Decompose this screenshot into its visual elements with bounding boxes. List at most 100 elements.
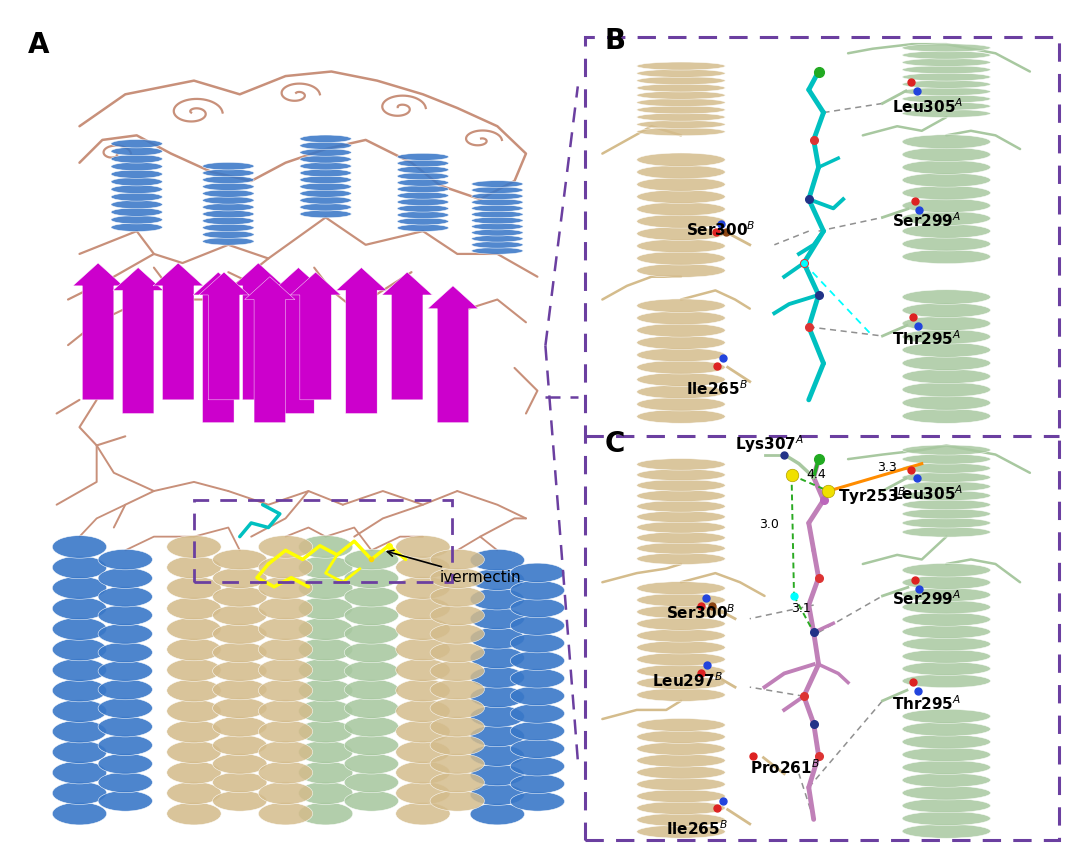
Text: Leu305$^A$: Leu305$^A$ [892, 97, 963, 116]
Ellipse shape [203, 169, 254, 177]
Ellipse shape [902, 600, 990, 613]
Ellipse shape [472, 205, 523, 212]
FancyArrow shape [113, 268, 163, 414]
Ellipse shape [637, 84, 726, 92]
FancyArrow shape [199, 272, 249, 400]
Ellipse shape [902, 563, 990, 577]
Text: Tyr253$^B$: Tyr253$^B$ [838, 486, 907, 507]
Ellipse shape [902, 212, 990, 226]
Ellipse shape [902, 527, 990, 537]
Ellipse shape [298, 721, 353, 743]
Ellipse shape [203, 203, 254, 211]
Ellipse shape [166, 556, 221, 579]
Text: Ser300$^B$: Ser300$^B$ [686, 220, 755, 238]
Text: 4.4: 4.4 [807, 468, 826, 481]
Ellipse shape [902, 250, 990, 264]
Ellipse shape [470, 550, 525, 571]
Ellipse shape [345, 716, 399, 737]
Ellipse shape [345, 587, 399, 607]
Ellipse shape [345, 772, 399, 792]
Ellipse shape [902, 662, 990, 676]
Ellipse shape [902, 59, 990, 67]
Ellipse shape [213, 735, 267, 755]
Ellipse shape [510, 721, 565, 740]
Ellipse shape [637, 617, 726, 630]
Ellipse shape [472, 211, 523, 218]
Ellipse shape [902, 811, 990, 825]
Ellipse shape [52, 597, 107, 619]
Ellipse shape [637, 490, 726, 502]
Ellipse shape [258, 658, 313, 682]
Ellipse shape [258, 803, 313, 825]
Ellipse shape [52, 658, 107, 682]
Ellipse shape [52, 700, 107, 722]
Ellipse shape [470, 706, 525, 727]
Ellipse shape [166, 721, 221, 743]
Ellipse shape [52, 803, 107, 825]
Ellipse shape [637, 553, 726, 564]
Ellipse shape [902, 734, 990, 749]
Ellipse shape [902, 588, 990, 601]
Ellipse shape [510, 598, 565, 618]
Ellipse shape [902, 674, 990, 688]
Text: Pro261$^B$: Pro261$^B$ [750, 758, 820, 777]
Ellipse shape [298, 700, 353, 722]
Ellipse shape [111, 177, 162, 186]
Ellipse shape [111, 223, 162, 232]
Ellipse shape [397, 153, 448, 161]
Ellipse shape [397, 160, 448, 167]
Ellipse shape [510, 791, 565, 811]
Ellipse shape [166, 536, 221, 558]
Ellipse shape [430, 753, 485, 774]
Text: Leu305$^A$: Leu305$^A$ [892, 485, 963, 503]
Ellipse shape [637, 532, 726, 543]
Ellipse shape [637, 165, 726, 179]
FancyArrow shape [153, 263, 203, 400]
Ellipse shape [213, 587, 267, 607]
FancyArrow shape [382, 272, 432, 400]
Ellipse shape [395, 556, 450, 579]
FancyArrow shape [233, 263, 284, 400]
Ellipse shape [213, 772, 267, 792]
Ellipse shape [397, 192, 448, 199]
Ellipse shape [430, 642, 485, 663]
Text: Ser300$^B$: Ser300$^B$ [666, 603, 735, 622]
Ellipse shape [203, 231, 254, 238]
Ellipse shape [430, 716, 485, 737]
Ellipse shape [430, 735, 485, 755]
Ellipse shape [52, 721, 107, 743]
Ellipse shape [472, 223, 523, 230]
Ellipse shape [52, 536, 107, 558]
Ellipse shape [902, 786, 990, 800]
Ellipse shape [902, 650, 990, 663]
Ellipse shape [300, 162, 351, 170]
Ellipse shape [395, 658, 450, 682]
Ellipse shape [470, 765, 525, 786]
Ellipse shape [430, 587, 485, 607]
Ellipse shape [470, 667, 525, 688]
Ellipse shape [166, 740, 221, 764]
Ellipse shape [52, 618, 107, 640]
Ellipse shape [395, 782, 450, 804]
FancyArrow shape [193, 272, 243, 422]
Ellipse shape [902, 135, 990, 149]
FancyArrow shape [428, 286, 478, 422]
Ellipse shape [258, 576, 313, 600]
Ellipse shape [902, 575, 990, 589]
Ellipse shape [902, 160, 990, 175]
Ellipse shape [637, 105, 726, 114]
Ellipse shape [258, 700, 313, 722]
Ellipse shape [637, 730, 726, 743]
Ellipse shape [470, 686, 525, 708]
FancyArrow shape [273, 268, 324, 414]
Ellipse shape [166, 638, 221, 661]
Ellipse shape [430, 624, 485, 644]
Ellipse shape [111, 208, 162, 216]
Ellipse shape [902, 44, 990, 52]
Ellipse shape [98, 624, 152, 644]
Ellipse shape [345, 791, 399, 811]
Ellipse shape [203, 190, 254, 197]
Ellipse shape [298, 576, 353, 600]
Ellipse shape [300, 149, 351, 156]
Ellipse shape [902, 369, 990, 384]
